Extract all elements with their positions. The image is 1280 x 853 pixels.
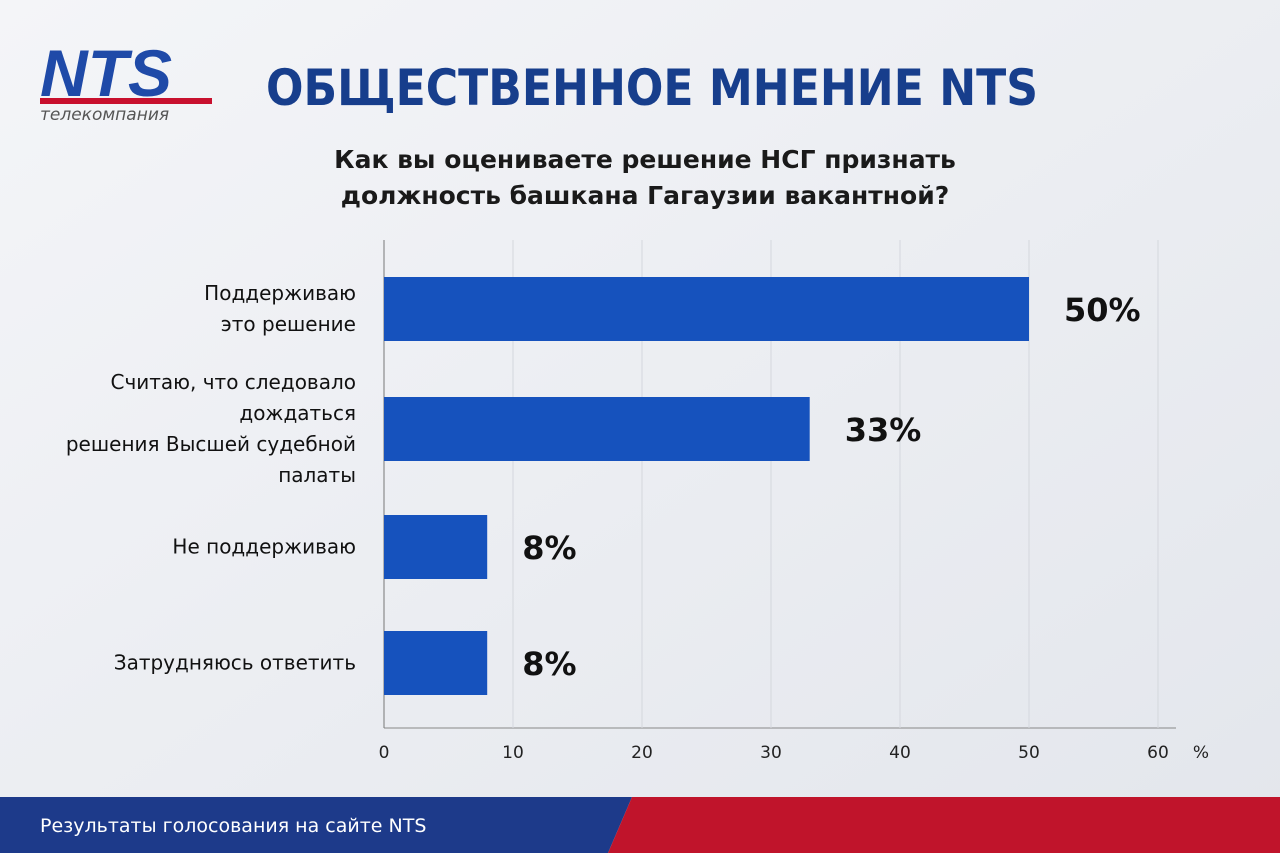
bar (384, 277, 1029, 341)
bar (384, 397, 810, 461)
x-tick-label: 20 (631, 743, 653, 763)
x-tick-label: 30 (760, 743, 782, 763)
x-tick-label: 60 (1147, 743, 1169, 763)
footer-blue (0, 797, 632, 853)
bar (384, 631, 488, 695)
footer-red (608, 797, 1280, 853)
x-tick-label: 40 (889, 743, 911, 763)
logo: NTS (40, 36, 172, 110)
bar (384, 515, 488, 579)
logo-caption: телекомпания (40, 105, 169, 125)
logo-stripe (40, 98, 212, 104)
chart-title: ОБЩЕСТВЕННОЕ МНЕНИЕ NTS (266, 59, 1038, 117)
value-label: 33% (845, 411, 922, 449)
footer-text: Результаты голосования на сайте NTS (40, 815, 426, 837)
value-label: 8% (522, 645, 576, 683)
x-tick-label: 10 (502, 743, 524, 763)
value-label: 50% (1064, 291, 1141, 329)
x-unit: % (1193, 743, 1209, 763)
y-tick-label: Не поддерживаю (172, 534, 356, 559)
y-tick-label: Поддерживаю это решение (204, 281, 356, 336)
chart-subtitle: Как вы оцениваете решение НСГ признать д… (334, 145, 956, 210)
y-tick-label: Считаю, что следовало дождаться решения … (65, 370, 356, 487)
value-label: 8% (522, 529, 576, 567)
x-tick-label: 50 (1018, 743, 1040, 763)
x-tick-label: 0 (379, 743, 390, 763)
y-tick-label: Затрудняюсь ответить (113, 650, 356, 675)
